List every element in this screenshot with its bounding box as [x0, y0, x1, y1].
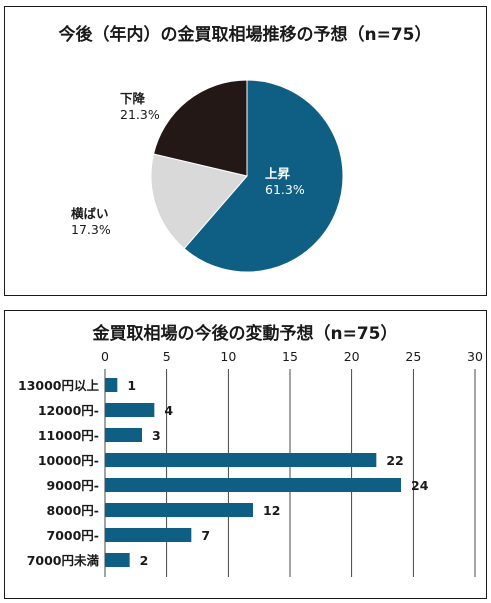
bar-5 — [105, 503, 253, 517]
bar-value-label-3: 22 — [386, 453, 403, 468]
pie-slice-label-0: 上昇 — [265, 166, 291, 181]
bar-1 — [105, 403, 155, 417]
x-tick-label-10: 10 — [220, 349, 236, 364]
bar-value-label-7: 2 — [140, 553, 149, 568]
x-tick-label-30: 30 — [467, 349, 483, 364]
pie-slice-label-1: 横ばい — [71, 206, 109, 221]
category-label-2: 11000円- — [38, 428, 99, 443]
bar-0 — [105, 378, 118, 392]
category-label-3: 10000円- — [38, 453, 99, 468]
bar-2 — [105, 428, 142, 442]
bar-value-label-6: 7 — [201, 528, 210, 543]
bar-value-label-4: 24 — [411, 478, 429, 493]
x-tick-label-25: 25 — [405, 349, 421, 364]
bar-chart-panel: 金買取相場の今後の変動予想（n=75） 0 5 10 15 20 25 30 13000円以… — [4, 310, 487, 599]
category-label-5: 8000円- — [47, 503, 99, 518]
bar-value-label-2: 3 — [152, 428, 161, 443]
pie-slice-label-2: 下降 — [120, 91, 146, 106]
category-label-1: 12000円- — [38, 403, 99, 418]
pie-chart-panel: 今後（年内）の金買取相場推移の予想（n=75） 上昇 61.3% 横ばい 17.3% 下… — [4, 6, 487, 296]
pie-slice-1 — [150, 153, 248, 250]
pie-slice-0 — [183, 79, 344, 273]
category-label-0: 13000円以上 — [18, 378, 99, 393]
bar-value-label-5: 12 — [263, 503, 280, 518]
bar-4 — [105, 478, 401, 492]
x-tick-label-5: 5 — [163, 349, 171, 364]
bar-value-label-1: 4 — [164, 403, 173, 418]
category-label-6: 7000円- — [47, 528, 99, 543]
pie-slice-value-0: 61.3% — [265, 182, 305, 197]
category-label-7: 7000円未満 — [27, 553, 100, 568]
pie-slice-2 — [152, 79, 248, 177]
pie-slice-value-2: 21.3% — [120, 107, 160, 122]
pie-slice-value-1: 17.3% — [71, 222, 111, 237]
bar-3 — [105, 453, 377, 467]
bar-6 — [105, 528, 192, 542]
x-tick-label-0: 0 — [101, 349, 109, 364]
bar-value-label-0: 1 — [127, 378, 136, 393]
bar-chart: 金買取相場の今後の変動予想（n=75） 0 5 10 15 20 25 30 13000円以… — [18, 323, 483, 577]
x-tick-label-15: 15 — [282, 349, 298, 364]
bar-7 — [105, 553, 130, 567]
bar-chart-title: 金買取相場の今後の変動予想（n=75） — [91, 323, 397, 344]
x-tick-label-20: 20 — [344, 349, 360, 364]
category-label-4: 9000円- — [47, 478, 99, 493]
pie-chart-title: 今後（年内）の金買取相場推移の予想（n=75） — [58, 24, 431, 45]
